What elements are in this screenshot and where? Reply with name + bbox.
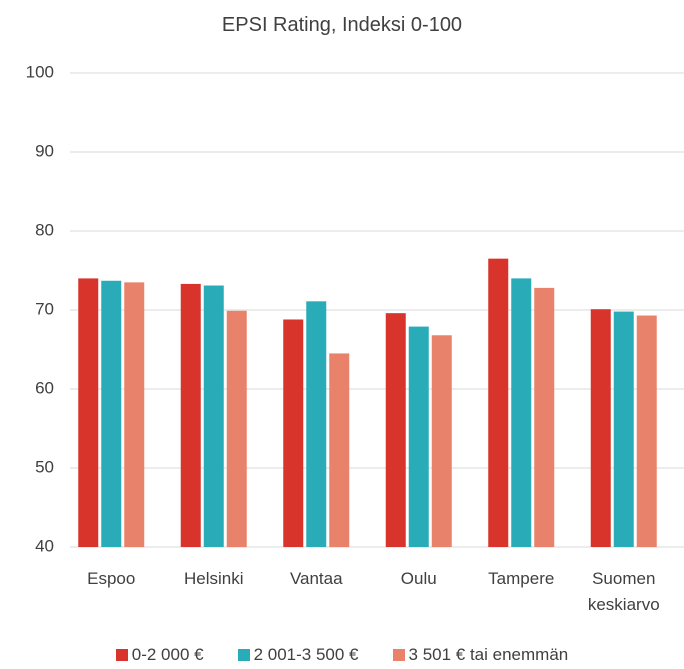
bar — [511, 278, 532, 547]
legend-item: 0-2 000 € — [115, 645, 204, 665]
y-tick-label: 80 — [35, 220, 54, 239]
bar — [408, 326, 429, 547]
x-tick-label: Tampere — [488, 569, 555, 588]
x-tick-label: Vantaa — [289, 569, 343, 588]
bar — [306, 301, 327, 547]
y-tick-label: 90 — [35, 141, 54, 160]
x-tick-label: Suomen keskiarvo — [587, 569, 660, 614]
legend-item: 3 501 € tai enemmän — [392, 645, 569, 665]
bar — [226, 310, 247, 547]
bar — [534, 287, 555, 547]
x-tick-label: Oulu — [400, 569, 437, 588]
bar — [203, 285, 224, 547]
bar — [283, 319, 304, 547]
y-tick-label: 100 — [26, 62, 54, 81]
legend-label: 3 501 € tai enemmän — [408, 645, 569, 664]
legend-item: 2 001-3 500 € — [237, 645, 359, 665]
legend-swatch — [237, 649, 250, 661]
x-tick-label: Helsinki — [183, 569, 244, 588]
bar — [488, 258, 509, 547]
bar — [431, 335, 452, 547]
y-tick-label: 60 — [35, 378, 54, 397]
legend-swatch — [392, 649, 405, 661]
bar — [329, 353, 350, 547]
legend: 0-2 000 € 2 001-3 500 € 3 501 € tai enemmä… — [0, 645, 684, 665]
legend-label: 0-2 000 € — [131, 645, 204, 664]
bar — [78, 278, 99, 547]
bar — [613, 311, 634, 547]
y-tick-label: 50 — [35, 457, 54, 476]
bar — [124, 282, 145, 547]
bar — [636, 315, 657, 547]
x-tick-label: Espoo — [87, 569, 136, 588]
y-tick-label: 40 — [35, 536, 54, 555]
bar — [385, 313, 406, 547]
legend-swatch — [115, 649, 128, 661]
bar — [590, 309, 611, 547]
y-tick-label: 70 — [35, 299, 54, 318]
legend-label: 2 001-3 500 € — [253, 645, 359, 664]
bar — [101, 280, 122, 547]
chart-subtitle: EPSI Rating, Indeksi 0-100 — [221, 14, 463, 36]
bar — [180, 283, 201, 547]
